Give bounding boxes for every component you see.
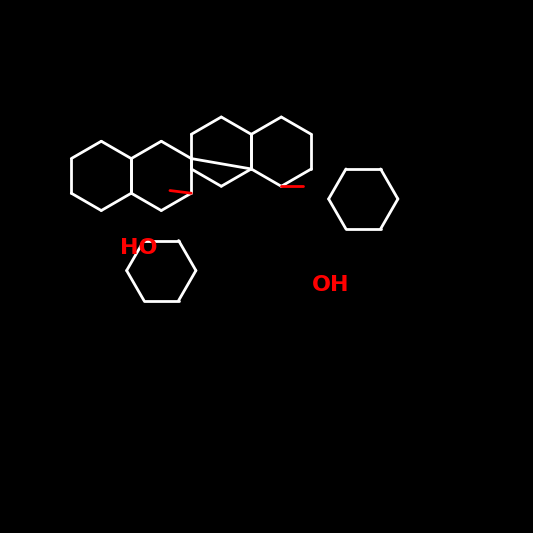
Text: OH: OH [312, 275, 349, 295]
Text: HO: HO [120, 238, 157, 258]
